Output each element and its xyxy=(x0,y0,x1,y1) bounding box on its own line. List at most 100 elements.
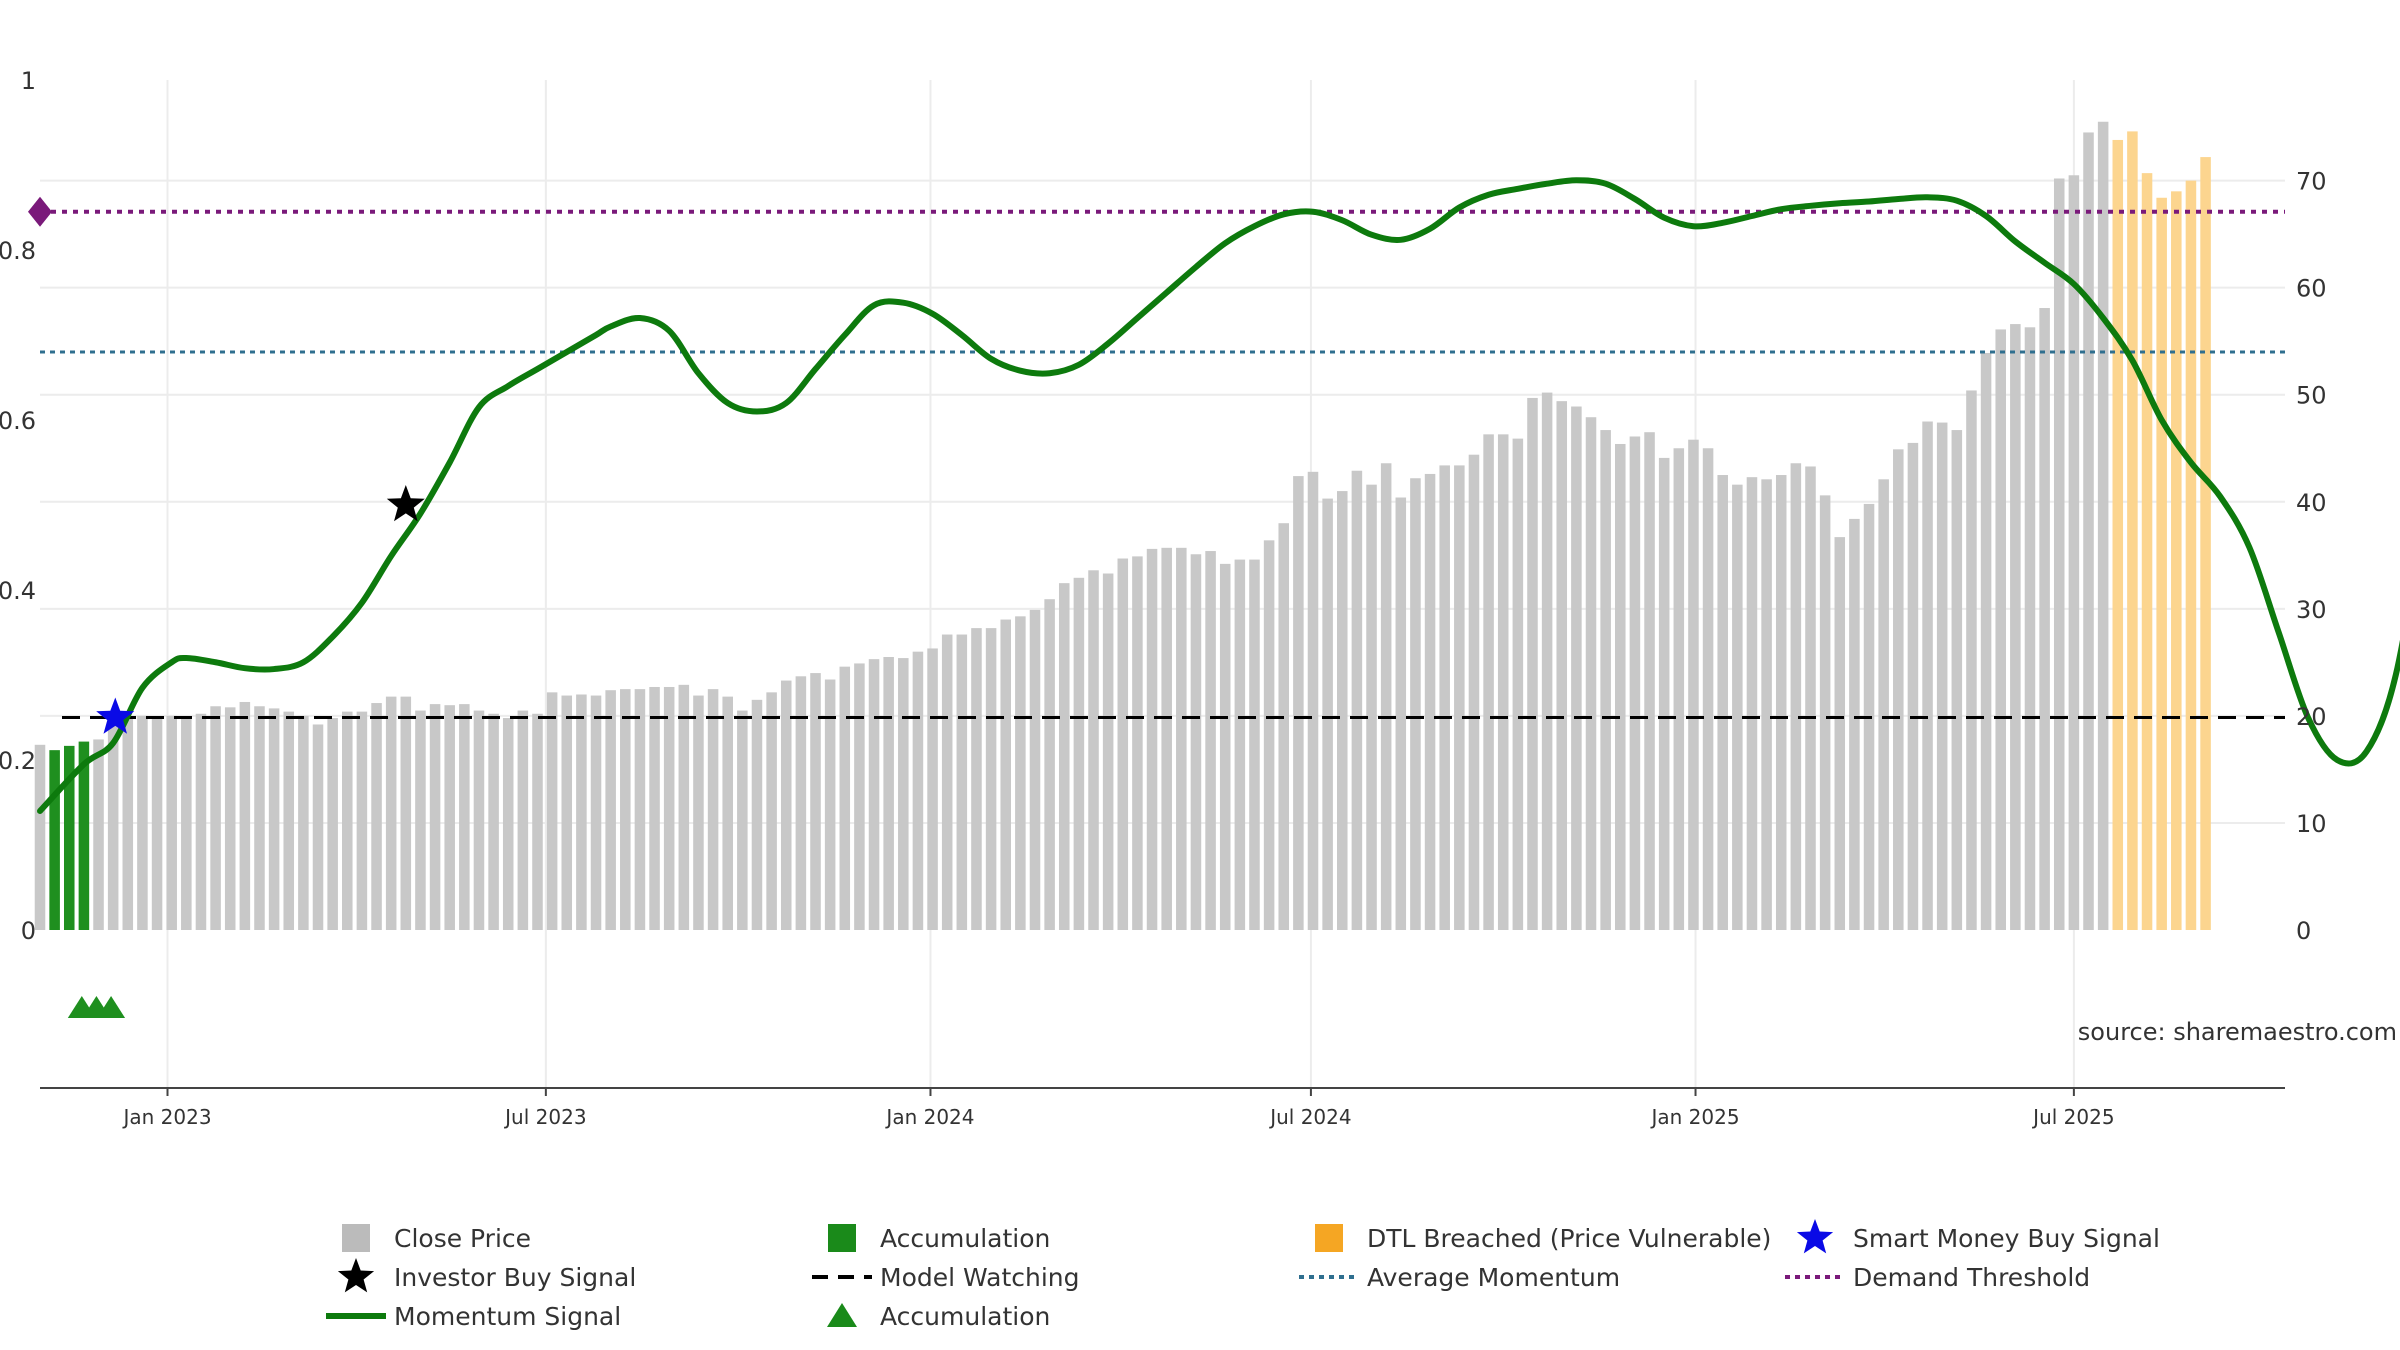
close-price-bar xyxy=(1980,352,1992,931)
close-price-bar xyxy=(1102,573,1114,930)
legend-label: Accumulation xyxy=(880,1224,1050,1253)
reference-lines xyxy=(28,196,2285,719)
dtl-breached-bar xyxy=(2171,191,2182,930)
close-price-bar xyxy=(956,634,968,930)
dtl-breached-bar xyxy=(2127,131,2138,931)
close-price-bar xyxy=(298,715,309,930)
close-price-bar xyxy=(239,701,251,930)
close-price-bar xyxy=(502,718,514,930)
close-price-bar xyxy=(722,696,733,930)
close-price-bar xyxy=(737,710,748,930)
close-price-bar xyxy=(634,689,646,930)
momentum-signal-line xyxy=(37,177,2400,814)
close-price-bar xyxy=(1483,434,1494,930)
legend-item-model-watching: Model Watching xyxy=(812,1263,1080,1292)
close-price-bar xyxy=(1468,454,1480,930)
close-price-bar xyxy=(1205,551,1216,930)
close-price-bar xyxy=(1541,392,1553,930)
dtl-breached-bar xyxy=(2112,139,2124,931)
legend-item-demand: Demand Threshold xyxy=(1785,1263,2090,1292)
legend-item-close: Close Price xyxy=(342,1224,531,1253)
close-price-bar xyxy=(1380,463,1392,930)
legend-label: Smart Money Buy Signal xyxy=(1853,1224,2160,1253)
close-price-bar xyxy=(1088,570,1099,930)
accumulation-bar xyxy=(49,750,60,930)
demand-threshold-marker xyxy=(28,196,52,227)
legend-item-avg-momentum: Average Momentum xyxy=(1299,1263,1620,1292)
close-price-bar xyxy=(1805,466,1816,930)
close-price-bar xyxy=(2097,121,2109,931)
source-label: source: sharemaestro.com xyxy=(2078,1018,2397,1046)
close-price-bar xyxy=(1454,465,1465,930)
close-price-bar xyxy=(605,690,616,930)
close-price-bar xyxy=(546,692,558,930)
close-price-bar xyxy=(1849,518,1860,930)
close-price-bar xyxy=(1293,476,1304,930)
close-price-bar xyxy=(941,634,953,930)
close-price-bar xyxy=(1190,554,1202,930)
close-price-bar xyxy=(576,694,587,930)
close-price-bar xyxy=(1395,497,1407,930)
legend-item-investor: Investor Buy Signal xyxy=(337,1258,636,1293)
close-price-bar xyxy=(1497,434,1509,930)
close-price-bar xyxy=(1073,577,1085,930)
dtl-breached-bar xyxy=(2185,180,2197,930)
legend-item-smart-money: Smart Money Buy Signal xyxy=(1796,1219,2160,1254)
close-price-bar xyxy=(1307,471,1319,930)
close-price-bar xyxy=(1834,537,1846,930)
legend-item-accum-bar: Accumulation xyxy=(828,1224,1050,1253)
x-tick-label: Jul 2023 xyxy=(503,1105,586,1129)
close-price-bar xyxy=(883,657,894,930)
dtl-breached-bar xyxy=(2141,173,2153,931)
legend: Close Price Accumulation DTL Breached (Pri… xyxy=(326,1219,2160,1331)
close-price-bar xyxy=(1058,583,1070,930)
close-price-bar xyxy=(327,718,338,930)
close-price-bar xyxy=(1132,556,1143,930)
close-price-bar xyxy=(181,718,192,930)
close-price-bar xyxy=(517,710,529,930)
close-price-bar xyxy=(1746,477,1758,930)
legend-label: Accumulation xyxy=(880,1302,1050,1331)
close-price-bar xyxy=(2024,327,2036,930)
left-y-tick-label: 0.4 xyxy=(0,577,36,605)
close-price-bar xyxy=(1336,491,1348,930)
close-price-bar xyxy=(1644,432,1655,930)
x-tick-label: Jan 2023 xyxy=(121,1105,211,1129)
legend-triangle-icon-accum-marker xyxy=(827,1303,857,1327)
close-price-bar xyxy=(1512,438,1524,930)
close-price-bar xyxy=(268,708,280,930)
legend-label: Momentum Signal xyxy=(394,1302,621,1331)
close-price-bar xyxy=(93,739,104,930)
legend-label: Demand Threshold xyxy=(1853,1263,2090,1292)
close-price-bar xyxy=(795,676,807,930)
close-price-bar xyxy=(283,711,295,930)
close-price-bar xyxy=(1995,329,2006,931)
investor-buy-signal-marker xyxy=(386,485,425,522)
close-price-bar xyxy=(1936,422,1948,930)
close-price-bar xyxy=(532,713,543,930)
close-price-bar xyxy=(649,686,660,930)
close-price-bar xyxy=(137,715,148,930)
close-price-bar xyxy=(561,695,573,930)
close-price-bar xyxy=(151,718,163,930)
close-price-bar xyxy=(1790,463,1802,930)
close-price-bar xyxy=(385,696,397,930)
close-price-bar xyxy=(780,680,792,930)
legend-label: Model Watching xyxy=(880,1263,1080,1292)
close-price-bar xyxy=(810,673,821,930)
close-price-bar xyxy=(1278,523,1290,930)
legend-star-icon-investor xyxy=(337,1258,375,1293)
right-y-tick-label: 40 xyxy=(2296,489,2327,517)
close-price-bar xyxy=(1615,443,1626,930)
close-price-bar xyxy=(1673,448,1685,930)
legend-swatch-accum-bar xyxy=(828,1224,856,1252)
close-price-bar xyxy=(356,711,368,930)
dtl-breached-bar xyxy=(2156,197,2167,930)
close-price-bar xyxy=(1922,421,1933,930)
close-price-bar xyxy=(488,713,499,930)
close-price-bar xyxy=(620,689,631,930)
close-price-bar xyxy=(1658,457,1670,930)
accumulation-bar xyxy=(63,745,75,930)
left-y-tick-label: 1 xyxy=(21,67,36,95)
